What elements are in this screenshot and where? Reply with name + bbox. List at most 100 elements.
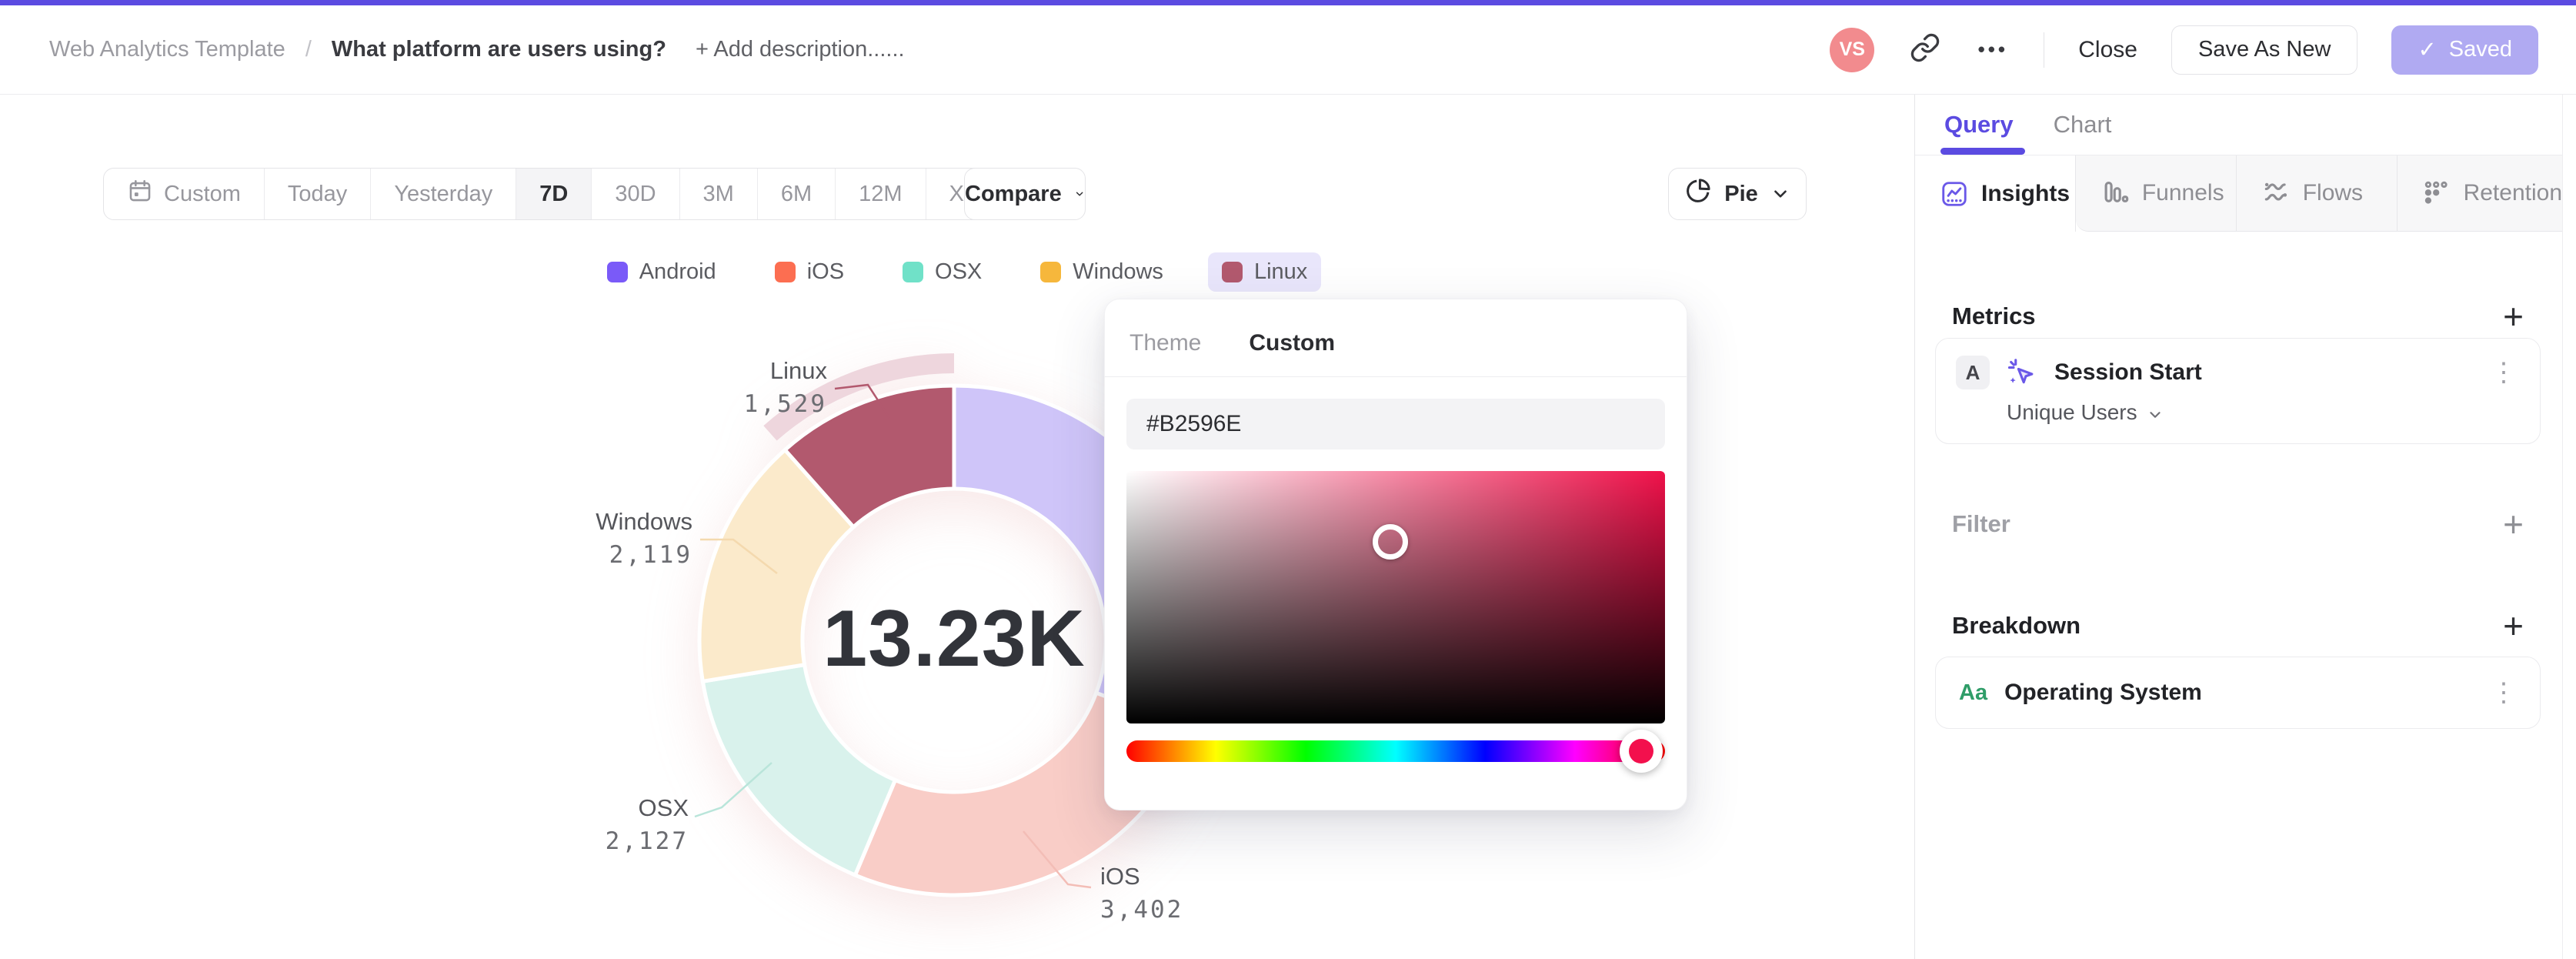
chevron-down-icon [1770,184,1790,204]
metrics-section-header: Metrics + [1915,296,2562,336]
legend-item-windows[interactable]: Windows [1026,252,1177,292]
avatar[interactable]: VS [1830,27,1875,72]
tab-query[interactable]: Query [1940,95,2025,155]
hex-color-input[interactable]: #B2596E [1126,399,1665,449]
date-range-label: Today [287,181,348,206]
insights-icon [1940,179,1969,209]
legend-label: Linux [1253,259,1308,284]
add-description-button[interactable]: + Add description...... [695,37,905,62]
breakdown-card-operating-system[interactable]: Aa Operating System ⋮ [1935,657,2541,729]
date-range-12m[interactable]: 12M [836,169,926,219]
pie-chart-icon [1684,177,1712,211]
sidebar-scroll-gutter [2562,95,2563,959]
date-range-3m[interactable]: 3M [680,169,758,219]
share-link-button[interactable] [1908,33,1942,67]
picker-divider [1105,376,1687,377]
date-range-custom[interactable]: Custom [104,169,265,219]
compare-button[interactable]: Compare [964,168,1086,220]
date-range-30d[interactable]: 30D [592,169,680,219]
legend-swatch-windows [1040,261,1062,282]
more-menu-button[interactable]: ••• [1976,33,2010,67]
chart-legend: Android iOS OSX Windows Linux [0,251,1914,292]
view-tab-retention[interactable]: Retention [2397,155,2563,232]
funnels-icon [2101,179,2130,208]
metrics-heading: Metrics [1952,302,2036,329]
tab-custom[interactable]: Custom [1249,330,1336,356]
hue-slider-handle[interactable] [1619,730,1663,773]
date-range-label: 12M [859,181,903,206]
view-tab-label: Insights [1981,180,2070,206]
chart-type-button[interactable]: Pie [1668,168,1807,220]
tab-theme[interactable]: Theme [1130,330,1202,356]
date-range-today[interactable]: Today [265,169,372,219]
breadcrumb: Web Analytics Template / What platform a… [49,37,905,62]
saturation-handle[interactable] [1373,523,1408,560]
sidebar-tabs: Query Chart [1915,95,2562,155]
date-range-label: Yesterday [394,181,493,206]
save-as-new-button[interactable]: Save As New [2171,25,2358,75]
kebab-menu-icon[interactable]: ⋮ [2491,358,2517,387]
date-range-yesterday[interactable]: Yesterday [371,169,517,219]
metric-letter-badge: A [1956,356,1990,389]
legend-item-android[interactable]: Android [593,252,730,292]
legend-item-linux[interactable]: Linux [1207,252,1322,292]
breadcrumb-separator: / [305,37,312,62]
page-title[interactable]: What platform are users using? [331,37,666,62]
slice-label-name: Windows [596,508,692,535]
metric-card-session-start[interactable]: A Session Start ⋮ Unique Users [1935,338,2541,444]
metric-row: A Session Start ⋮ [1936,339,2540,389]
view-tab-label: Retention [2463,180,2563,206]
add-filter-button[interactable]: + [2503,504,2524,544]
hue-slider[interactable] [1126,730,1665,773]
kebab-menu-icon[interactable]: ⋮ [2491,678,2517,707]
retention-icon [2422,179,2451,208]
tab-chart[interactable]: Chart [2054,95,2112,155]
date-range-control: Custom Today Yesterday 7D 30D 3M 6M 12M … [103,168,1049,220]
close-button[interactable]: Close [2078,36,2137,62]
breakdown-section-header: Breakdown + [1915,606,2562,646]
slice-label-name: OSX [638,794,689,821]
legend-swatch-ios [774,261,796,282]
breakdown-heading: Breakdown [1952,612,2081,639]
breadcrumb-parent[interactable]: Web Analytics Template [49,37,285,62]
view-tab-label: Flows [2302,180,2364,206]
chevron-down-icon [1074,184,1085,204]
compare-label: Compare [965,181,1062,206]
add-metric-button[interactable]: + [2503,296,2524,336]
tab-query-label: Query [1944,111,2014,138]
top-accent-bar [0,0,2576,5]
slice-label-osx: OSX 2,127 [504,792,689,858]
color-picker-popup: Theme Custom #B2596E [1104,299,1687,810]
saved-button[interactable]: ✓ Saved [2391,25,2538,75]
legend-item-osx[interactable]: OSX [889,252,996,292]
hue-slider-dot [1628,739,1653,764]
date-range-6m[interactable]: 6M [758,169,836,219]
date-range-7d[interactable]: 7D [516,169,592,219]
date-range-label: Custom [164,181,241,206]
date-range-label: 3M [702,181,734,206]
add-breakdown-button[interactable]: + [2503,606,2524,646]
pie-slice-osx[interactable] [700,662,898,878]
legend-item-ios[interactable]: iOS [761,252,858,292]
view-tab-flows[interactable]: Flows [2236,155,2397,232]
pie-slice-linux[interactable] [782,383,956,530]
legend-label: OSX [935,259,983,284]
header: Web Analytics Template / What platform a… [0,5,2576,95]
metric-aggregation-dropdown[interactable]: Unique Users [1936,389,2540,443]
slice-label-linux: Linux 1,529 [642,355,827,421]
slice-label-name: iOS [1100,863,1140,890]
view-tab-label: Funnels [2141,180,2224,206]
saved-button-label: Saved [2448,37,2512,62]
ellipsis-icon: ••• [1977,38,2008,61]
link-icon [1910,32,1940,67]
breakdown-label: Operating System [2004,680,2202,705]
view-tab-insights[interactable]: Insights [1915,155,2076,232]
header-actions: VS ••• Close Save As New ✓ Saved [1830,25,2538,75]
date-range-label: 7D [539,181,569,206]
filter-heading: Filter [1952,510,2010,537]
view-tab-funnels[interactable]: Funnels [2075,155,2237,232]
color-picker-tabs: Theme Custom [1126,326,1665,356]
active-tab-underline [1940,148,2025,155]
slice-label-value: 3,402 [1100,896,1184,924]
saturation-area[interactable] [1126,471,1665,723]
